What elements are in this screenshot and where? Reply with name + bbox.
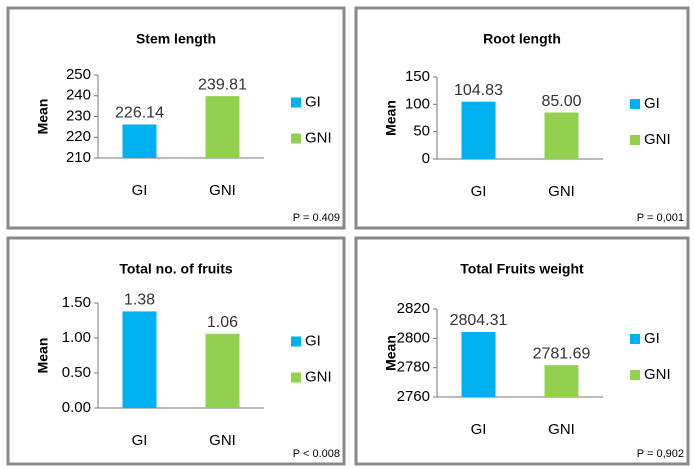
bar (461, 101, 496, 159)
y-tick-label: 0 (422, 150, 430, 167)
legend-label: GNI (644, 131, 671, 148)
chart: Stem length Mean 210 220 230 240 250 226.14 GI GI… (35, 31, 340, 224)
y-tick-label: 2760 (397, 388, 430, 405)
bar (461, 332, 496, 397)
legend-swatch (630, 334, 640, 344)
y-tick-label: 1.00 (62, 329, 91, 346)
y-tick-label: 0.50 (62, 364, 91, 381)
x-tick-label: GNI (548, 183, 575, 200)
y-axis-label: Mean (35, 338, 51, 374)
legend-swatch (291, 336, 301, 347)
value-label: 226.14 (115, 105, 164, 122)
y-tick-label: 2820 (397, 300, 430, 317)
annotation: P = 0.409 (293, 212, 340, 224)
value-label: 1.06 (207, 314, 238, 331)
chart: Total no. of fruits Mean 0.00 0.50 1.00 1.50 1… (35, 261, 340, 460)
chart: Root length Mean 0 50 100 150 104.83 GI GI 85.00 G… (383, 31, 684, 224)
y-tick-label: 150 (405, 68, 430, 85)
value-label: 104.83 (454, 82, 503, 99)
annotation: P = 0,902 (637, 448, 684, 460)
chart-title: Total no. of fruits (119, 261, 232, 277)
y-axis-label: Mean (383, 100, 399, 136)
y-tick-label: 220 (66, 128, 91, 145)
bar (544, 365, 579, 397)
legend-label: GI (644, 95, 660, 112)
legend-swatch (291, 97, 301, 108)
panel (6, 236, 346, 466)
chart-title: Stem length (136, 31, 216, 47)
legend-label: GI (644, 330, 660, 347)
value-label: 239.81 (198, 76, 247, 93)
legend-label: GI (305, 332, 321, 349)
legend-label: GNI (644, 366, 671, 383)
value-label: 85.00 (541, 93, 581, 110)
chart-title: Root length (483, 31, 561, 47)
annotation: P < 0.008 (293, 448, 340, 460)
y-tick-label: 2780 (397, 359, 430, 376)
panel (354, 236, 690, 466)
y-axis-label: Mean (35, 99, 51, 135)
legend-swatch (291, 133, 301, 144)
legend-label: GNI (305, 368, 332, 385)
panel (354, 6, 690, 230)
x-tick-label: GI (471, 421, 487, 438)
y-tick-label: 100 (405, 95, 430, 112)
y-tick-label: 240 (66, 87, 91, 104)
bar (205, 96, 240, 158)
y-tick-label: 1.50 (62, 294, 91, 311)
bar (122, 124, 157, 158)
value-label: 2781.69 (533, 345, 591, 362)
bar (205, 333, 240, 408)
value-label: 2804.31 (450, 312, 508, 329)
y-tick-label: 210 (66, 149, 91, 166)
x-tick-label: GNI (209, 182, 236, 199)
y-tick-label: 230 (66, 107, 91, 124)
x-tick-label: GI (132, 182, 148, 199)
y-tick-label: 0.00 (62, 399, 91, 416)
legend-label: GNI (305, 129, 332, 146)
x-tick-label: GNI (548, 421, 575, 438)
chart-title: Total Fruits weight (460, 261, 584, 277)
legend-swatch (630, 99, 640, 109)
y-tick-label: 50 (413, 123, 430, 140)
panel (6, 6, 346, 230)
x-tick-label: GI (132, 432, 148, 449)
bar (122, 311, 157, 408)
x-tick-label: GNI (209, 432, 236, 449)
chart: Total Fruits weight Mean 2760 2780 2800 2820 2… (383, 261, 684, 460)
value-label: 1.38 (124, 292, 155, 309)
annotation: P = 0,001 (637, 212, 684, 224)
y-tick-label: 2800 (397, 329, 430, 346)
legend-swatch (630, 370, 640, 380)
y-axis-label: Mean (383, 335, 399, 371)
legend-swatch (291, 372, 301, 383)
x-tick-label: GI (471, 183, 487, 200)
legend-swatch (630, 135, 640, 145)
legend-label: GI (305, 93, 321, 110)
y-tick-label: 250 (66, 66, 91, 83)
bar (544, 112, 579, 159)
